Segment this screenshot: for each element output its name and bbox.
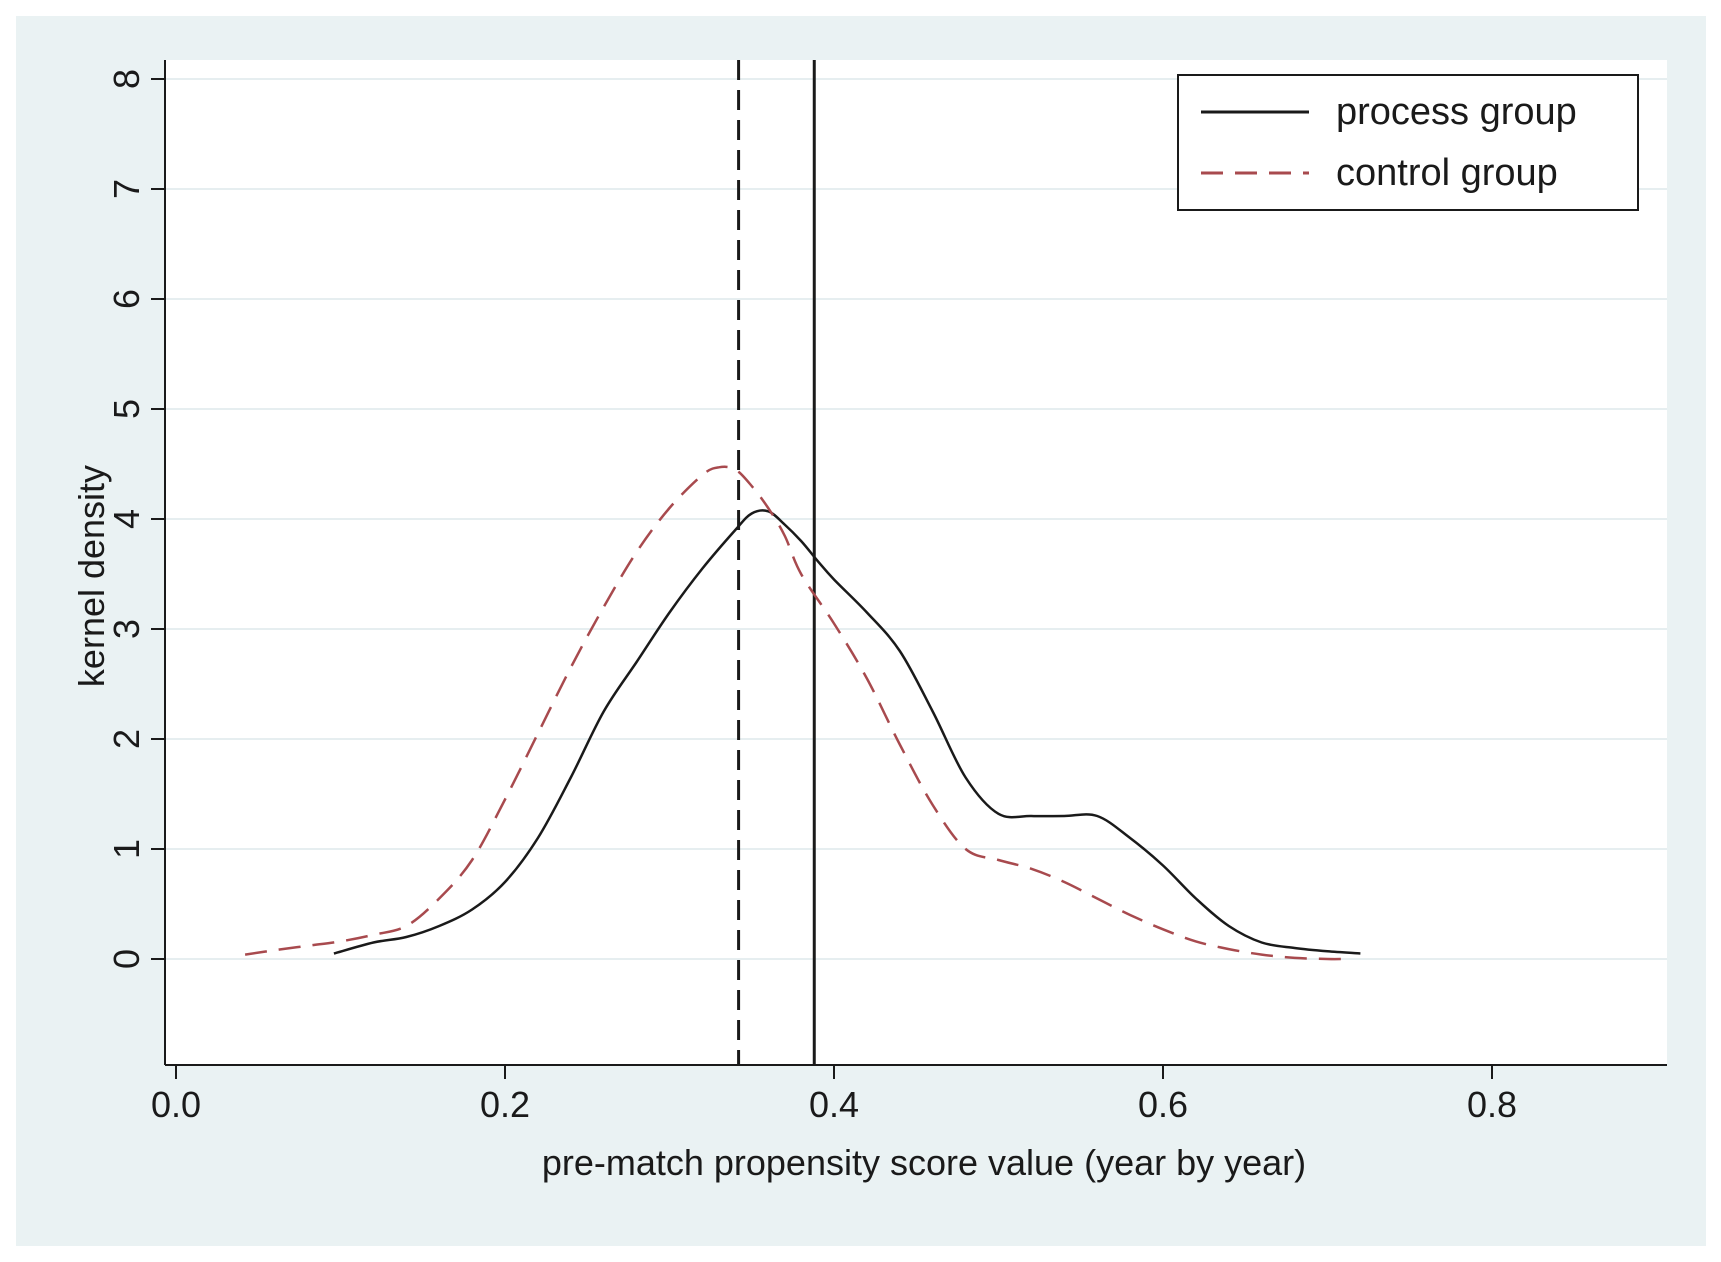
y-tick-label-0: 0 [106,949,147,969]
x-tick-label-1: 0.2 [480,1084,530,1125]
y-tick-label-6: 6 [106,289,147,309]
y-tick-label-7: 7 [106,179,147,199]
series-lines [244,465,1361,961]
plot-area [165,60,1667,1065]
x-axis-label: pre-match propensity score value (year b… [542,1142,1306,1183]
x-tick-label-4: 0.8 [1467,1084,1517,1125]
chart-frame: 0 1 2 3 4 5 6 7 8 0.0 0.2 0.4 0.6 0.8 pre-match prope… [16,16,1706,1246]
legend-label-control-group: control group [1336,152,1558,194]
y-tick-label-5: 5 [106,399,147,419]
legend: process group control group [1177,74,1639,211]
series-line-process-group [333,509,1361,955]
y-tick-label-3: 3 [106,619,147,639]
y-tick-label-8: 8 [106,69,147,89]
y-tick-label-2: 2 [106,729,147,749]
x-tick-label-2: 0.4 [809,1084,859,1125]
x-tick-label-3: 0.6 [1138,1084,1188,1125]
y-axis-label: kernel density [71,465,112,687]
y-tick-label-1: 1 [106,839,147,859]
legend-box [1177,74,1639,211]
legend-label-process-group: process group [1336,91,1577,133]
x-tick-label-0: 0.0 [151,1084,201,1125]
gridlines [165,78,1667,960]
reference-lines [737,60,816,1065]
series-line-control-group [244,465,1345,961]
axes: 0 1 2 3 4 5 6 7 8 0.0 0.2 0.4 0.6 0.8 [106,60,1667,1125]
kernel-density-chart: 0 1 2 3 4 5 6 7 8 0.0 0.2 0.4 0.6 0.8 pre-match prope… [71,60,1667,1183]
y-tick-label-4: 4 [106,509,147,529]
